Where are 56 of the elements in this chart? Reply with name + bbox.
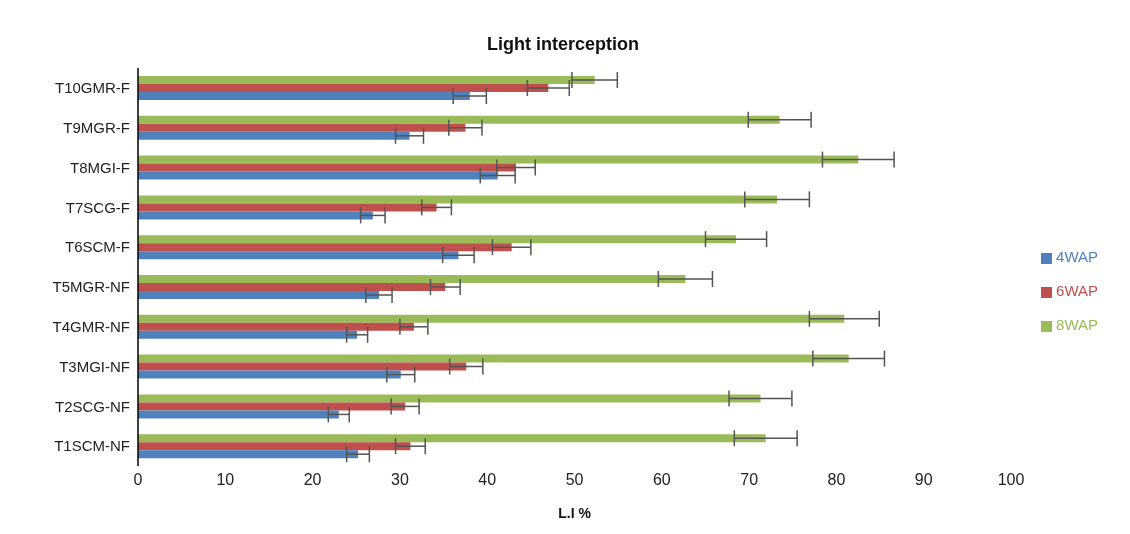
x-tick-label: 70 bbox=[740, 471, 759, 489]
x-tick-label: 20 bbox=[303, 471, 322, 489]
bar bbox=[138, 450, 359, 459]
legend-label: 4WAP bbox=[1056, 248, 1098, 265]
bar bbox=[138, 354, 849, 363]
bar bbox=[138, 322, 414, 331]
bar bbox=[138, 434, 766, 443]
bar bbox=[138, 314, 845, 323]
bar bbox=[138, 171, 498, 180]
x-tick-label: 100 bbox=[997, 471, 1025, 489]
y-tick-label: T9MGR-F bbox=[63, 119, 130, 137]
x-tick-label: 90 bbox=[914, 471, 933, 489]
y-tick-label: T5MGR-NF bbox=[52, 278, 130, 296]
y-tick-label: T3MGI-NF bbox=[59, 357, 130, 375]
x-tick-label: 60 bbox=[652, 471, 671, 489]
bar bbox=[138, 163, 517, 172]
y-tick-label: T6SCM-F bbox=[65, 238, 130, 256]
bar bbox=[138, 362, 467, 371]
legend-label: 8WAP bbox=[1056, 316, 1098, 333]
bar bbox=[138, 203, 437, 212]
chart-title: Light interception bbox=[486, 33, 640, 56]
x-tick-label: 50 bbox=[565, 471, 584, 489]
y-tick-label: T1SCM-NF bbox=[54, 437, 130, 455]
bar bbox=[138, 275, 686, 283]
bar bbox=[138, 123, 466, 132]
bar bbox=[138, 115, 780, 124]
y-tick-label: T8MGI-F bbox=[70, 158, 130, 176]
y-tick-label: T4GMR-NF bbox=[52, 318, 130, 336]
bar bbox=[138, 442, 411, 451]
bar bbox=[138, 76, 595, 84]
bar bbox=[138, 402, 406, 411]
bar bbox=[138, 131, 410, 140]
bar bbox=[138, 195, 778, 204]
bar bbox=[138, 251, 459, 260]
bar bbox=[138, 283, 446, 291]
x-tick-label: 10 bbox=[216, 471, 235, 489]
y-tick-label: T10GMR-F bbox=[55, 79, 130, 97]
x-tick-label: 0 bbox=[133, 471, 143, 489]
y-tick-label: T2SCG-NF bbox=[55, 397, 130, 415]
bar bbox=[138, 243, 512, 252]
bar bbox=[138, 394, 761, 403]
bar bbox=[138, 84, 549, 92]
x-tick-label: 40 bbox=[478, 471, 497, 489]
bar bbox=[138, 211, 373, 220]
bar bbox=[138, 410, 339, 419]
x-tick-label: 30 bbox=[391, 471, 409, 489]
bar bbox=[138, 235, 737, 244]
x-axis-title: L.I % bbox=[558, 505, 592, 521]
bar bbox=[138, 330, 358, 339]
legend-label: 6WAP bbox=[1056, 282, 1098, 299]
y-tick-label: T7SCG-F bbox=[65, 198, 130, 216]
bar bbox=[138, 155, 859, 164]
bar bbox=[138, 92, 470, 100]
x-tick-label: 80 bbox=[827, 471, 846, 489]
bar bbox=[138, 370, 401, 379]
bar bbox=[138, 291, 379, 299]
